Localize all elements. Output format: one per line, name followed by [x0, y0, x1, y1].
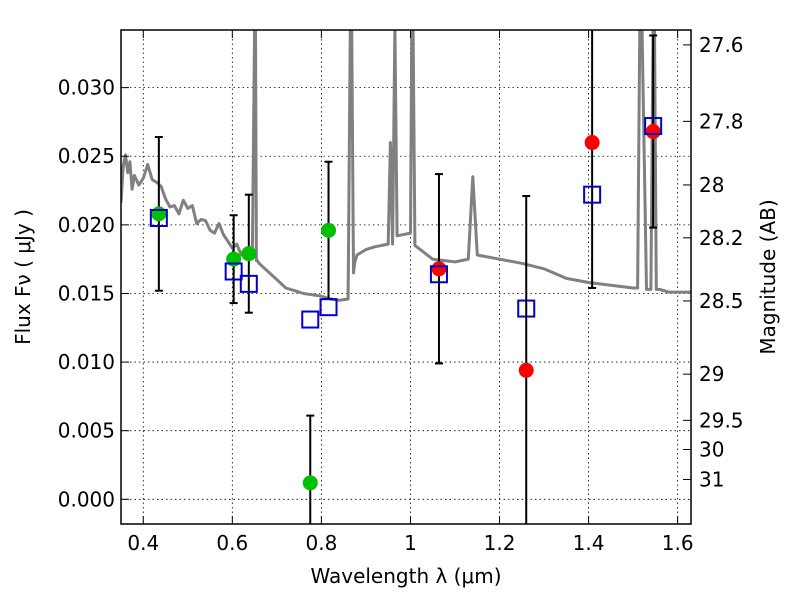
mag-tick-label: 29	[699, 362, 724, 386]
y-tick-label: 0.005	[58, 419, 115, 443]
x-tick-label: 1.4	[573, 531, 605, 555]
model-flux-square	[644, 117, 663, 136]
y-axis-label: Flux Fν ( μJy )	[11, 209, 35, 345]
model-flux-square	[301, 310, 320, 329]
y-tick-label: 0.000	[58, 487, 115, 511]
y-tick-label: 0.030	[58, 76, 115, 100]
observed-flux-point	[518, 362, 534, 378]
observed-flux-point	[302, 475, 318, 491]
y-tick-label: 0.015	[58, 281, 115, 305]
y-tick-label: 0.020	[58, 213, 115, 237]
mag-tick-label: 28.5	[699, 289, 744, 313]
mag-tick-label: 27.8	[699, 109, 744, 133]
model-flux-square	[224, 262, 243, 281]
x-tick-label: 0.6	[216, 531, 248, 555]
mag-tick-label: 28.2	[699, 226, 744, 250]
model-flux-square	[517, 299, 536, 318]
x-tick-label: 0.4	[127, 531, 159, 555]
y-tick-label: 0.025	[58, 144, 115, 168]
observed-flux-point	[584, 135, 600, 151]
model-flux-square	[149, 208, 168, 227]
x-tick-label: 1	[404, 531, 417, 555]
mag-tick-label: 31	[699, 467, 724, 491]
x-tick-label: 1.6	[662, 531, 694, 555]
plot-area-background	[121, 30, 691, 524]
observed-flux-point	[321, 222, 337, 238]
y-tick-label: 0.010	[58, 350, 115, 374]
model-flux-square	[319, 298, 338, 317]
mag-tick-label: 30	[699, 437, 724, 461]
tick-labels-layer: 0.4 0.6 0.8 1 1.2 1.4 1.6 0.000 0.005 0.010 0.015 0…	[58, 33, 744, 555]
mag-tick-label: 28	[699, 173, 724, 197]
observed-flux-point	[431, 261, 447, 277]
observed-flux-point	[645, 124, 661, 140]
mag-tick-label: 27.6	[699, 33, 744, 57]
y2-axis-label: Magnitude (AB)	[756, 199, 780, 354]
mag-tick-label: 29.5	[699, 408, 744, 432]
model-flux-square	[239, 274, 258, 293]
x-tick-label: 0.8	[305, 531, 337, 555]
model-flux-square	[429, 265, 448, 284]
x-axis-label: Wavelength λ (μm)	[310, 564, 501, 588]
points-layer	[149, 117, 663, 491]
model-flux-square	[583, 185, 602, 204]
plot-frame	[120, 29, 692, 525]
observed-flux-point	[241, 246, 257, 262]
ticks-layer	[121, 30, 691, 524]
x-tick-label: 1.2	[484, 531, 516, 555]
observed-flux-point	[151, 206, 167, 222]
